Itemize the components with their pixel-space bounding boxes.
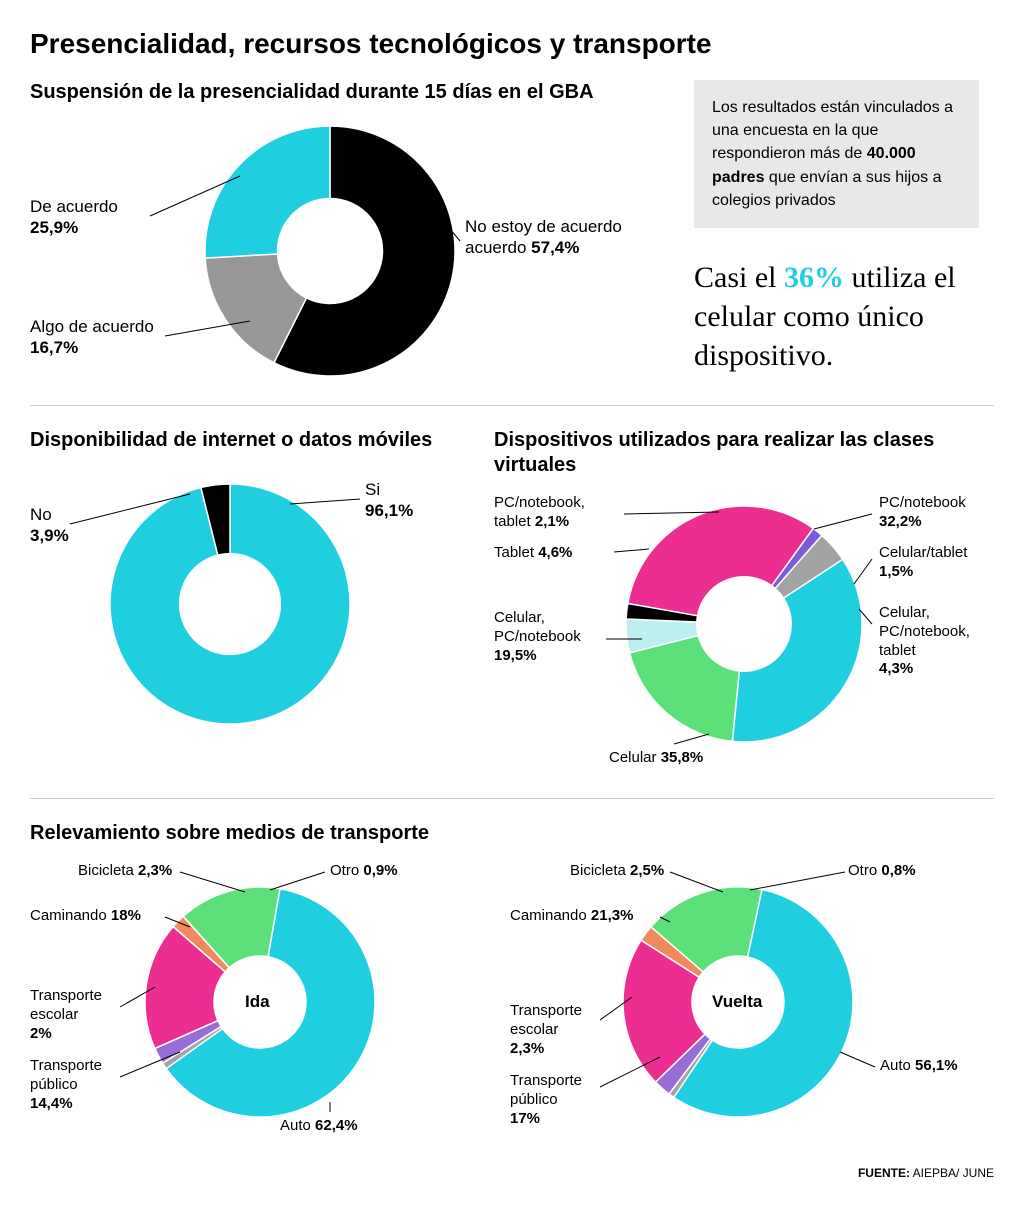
c3l4n: Celular, PC/notebook bbox=[494, 609, 604, 647]
callout: Casi el 36% utiliza el celular como únic… bbox=[694, 258, 994, 375]
c4-otro: Otro 0,9% bbox=[330, 862, 398, 881]
chart3-label-tablet: Tablet 4,6% bbox=[494, 544, 614, 563]
c4-pub: Transporte público 14,4% bbox=[30, 1057, 115, 1113]
footer-value: AIEPBA/ JUNE bbox=[910, 1166, 994, 1180]
chart1-l1-name: Algo de acuerdo bbox=[30, 316, 154, 337]
chart3-wrap: PC/notebook, tablet 2,1% Tablet 4,6% Cel… bbox=[494, 494, 994, 774]
chart1-title: Suspensión de la presencialidad durante … bbox=[30, 80, 694, 105]
c3l4v: 19,5% bbox=[494, 647, 604, 666]
c3l2n: Celular, PC/notebook, tablet bbox=[879, 604, 989, 660]
chart1-label-algo: Algo de acuerdo 16,7% bbox=[30, 316, 154, 359]
chart1-wrap: De acuerdo 25,9% Algo de acuerdo 16,7% N… bbox=[30, 121, 650, 381]
page-title: Presencialidad, recursos tecnológicos y … bbox=[30, 28, 994, 60]
c5-otro: Otro 0,8% bbox=[848, 862, 916, 881]
c4-auto: Auto 62,4% bbox=[280, 1117, 358, 1136]
c3l6v: 2,1% bbox=[535, 513, 569, 530]
c3l0v: 32,2% bbox=[879, 513, 966, 532]
chart4-title: Relevamiento sobre medios de transporte bbox=[30, 821, 994, 846]
c5-cam: Caminando 21,3% bbox=[510, 907, 633, 926]
chart2-l1-val: 3,9% bbox=[30, 525, 69, 546]
chart3-label-celtab: Celular/tablet 1,5% bbox=[879, 544, 967, 582]
chart2-l1-name: No bbox=[30, 504, 69, 525]
chart3-label-cel: Celular 35,8% bbox=[609, 749, 703, 768]
c5-pub: Transporte público 17% bbox=[510, 1072, 595, 1128]
chart3-label-pctab: PC/notebook, tablet 2,1% bbox=[494, 494, 624, 532]
footer: FUENTE: AIEPBA/ JUNE bbox=[30, 1166, 994, 1180]
c5-auto: Auto 56,1% bbox=[880, 1057, 958, 1076]
c4-esc: Transporte escolar 2% bbox=[30, 987, 115, 1043]
chart1-label-no: No estoy de acuerdo acuerdo 57,4% bbox=[465, 216, 622, 259]
chart2-l0-val: 96,1% bbox=[365, 500, 413, 521]
callout-highlight: 36% bbox=[784, 261, 844, 294]
c3l5n: Tablet bbox=[494, 544, 534, 561]
chart1-l2-val: 25,9% bbox=[30, 217, 118, 238]
chart1-l1-val: 16,7% bbox=[30, 337, 154, 358]
chart5-wrap: Vuelta Bicicleta 2,5% Otro 0,8% Caminand… bbox=[510, 862, 990, 1142]
chart3-label-pc: PC/notebook 32,2% bbox=[879, 494, 966, 532]
chart1-l2-name: De acuerdo bbox=[30, 196, 118, 217]
row-2: Disponibilidad de internet o datos móvil… bbox=[30, 428, 994, 799]
c3l2v: 4,3% bbox=[879, 660, 989, 679]
chart2-l0-name: Si bbox=[365, 479, 413, 500]
chart5-center: Vuelta bbox=[712, 992, 762, 1012]
chart1-l0-val: 57,4% bbox=[531, 238, 579, 257]
chart1-l0-name: No estoy de acuerdo bbox=[465, 216, 622, 237]
c3l1n: Celular/tablet bbox=[879, 544, 967, 563]
c3l3v: 35,8% bbox=[661, 749, 704, 766]
callout-pre: Casi el bbox=[694, 261, 784, 294]
c4-bici: Bicicleta 2,3% bbox=[78, 862, 172, 881]
chart3-label-celpctab: Celular, PC/notebook, tablet 4,3% bbox=[879, 604, 989, 679]
row-3: Relevamiento sobre medios de transporte … bbox=[30, 821, 994, 1158]
footer-label: FUENTE: bbox=[858, 1166, 910, 1180]
sidebar-note-pre: Los resultados están vinculados a una en… bbox=[712, 99, 953, 162]
c3l5v: 4,6% bbox=[538, 544, 572, 561]
c4-cam: Caminando 18% bbox=[30, 907, 141, 926]
c3l0n: PC/notebook bbox=[879, 494, 966, 513]
c5-bici: Bicicleta 2,5% bbox=[570, 862, 664, 881]
chart3-title: Dispositivos utilizados para realizar la… bbox=[494, 428, 994, 478]
c3l3n: Celular bbox=[609, 749, 657, 766]
chart2-wrap: No 3,9% Si 96,1% bbox=[30, 469, 470, 729]
chart3-label-celpc: Celular, PC/notebook 19,5% bbox=[494, 609, 604, 665]
c5-esc: Transporte escolar 2,3% bbox=[510, 1002, 595, 1058]
chart4-center: Ida bbox=[245, 992, 270, 1012]
chart4-wrap: Ida Bicicleta 2,3% Otro 0,9% Caminando 1… bbox=[30, 862, 510, 1142]
sidebar-note: Los resultados están vinculados a una en… bbox=[694, 80, 979, 228]
row-1: Suspensión de la presencialidad durante … bbox=[30, 80, 994, 406]
chart2-title: Disponibilidad de internet o datos móvil… bbox=[30, 428, 494, 453]
chart1-label-deacuerdo: De acuerdo 25,9% bbox=[30, 196, 118, 239]
chart2-label-no: No 3,9% bbox=[30, 504, 69, 547]
chart2-label-si: Si 96,1% bbox=[365, 479, 413, 522]
c3l1v: 1,5% bbox=[879, 563, 967, 582]
